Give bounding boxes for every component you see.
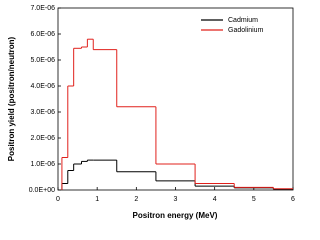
x-tick-label: 5 (252, 196, 256, 203)
y-tick-label: 5.0E-06 (30, 57, 55, 64)
chart: Positron energy (MeV) Positron yield (po… (7, 5, 295, 220)
y-tick-label: 7.0E-06 (30, 5, 55, 12)
x-axis-label: Positron energy (MeV) (133, 211, 218, 220)
x-tick-label: 2 (134, 196, 138, 203)
y-axis-label: Positron yield (positron/neutron) (7, 36, 16, 161)
y-tick-label: 0.0E+00 (29, 187, 55, 194)
y-tick-label: 6.0E-06 (30, 31, 55, 38)
x-tick-label: 6 (291, 196, 295, 203)
legend-label: Cadmium (228, 17, 258, 24)
y-tick-label: 2.0E-06 (30, 135, 55, 142)
y-tick-label: 4.0E-06 (30, 83, 55, 90)
y-tick-label: 3.0E-06 (30, 109, 55, 116)
x-tick-label: 3 (174, 196, 178, 203)
x-tick-label: 4 (213, 196, 217, 203)
y-tick-label: 1.0E-06 (30, 161, 55, 168)
plot-frame (57, 7, 294, 191)
x-tick-label: 1 (95, 196, 99, 203)
legend-label: Gadolinium (228, 27, 264, 34)
x-tick-label: 0 (56, 196, 60, 203)
